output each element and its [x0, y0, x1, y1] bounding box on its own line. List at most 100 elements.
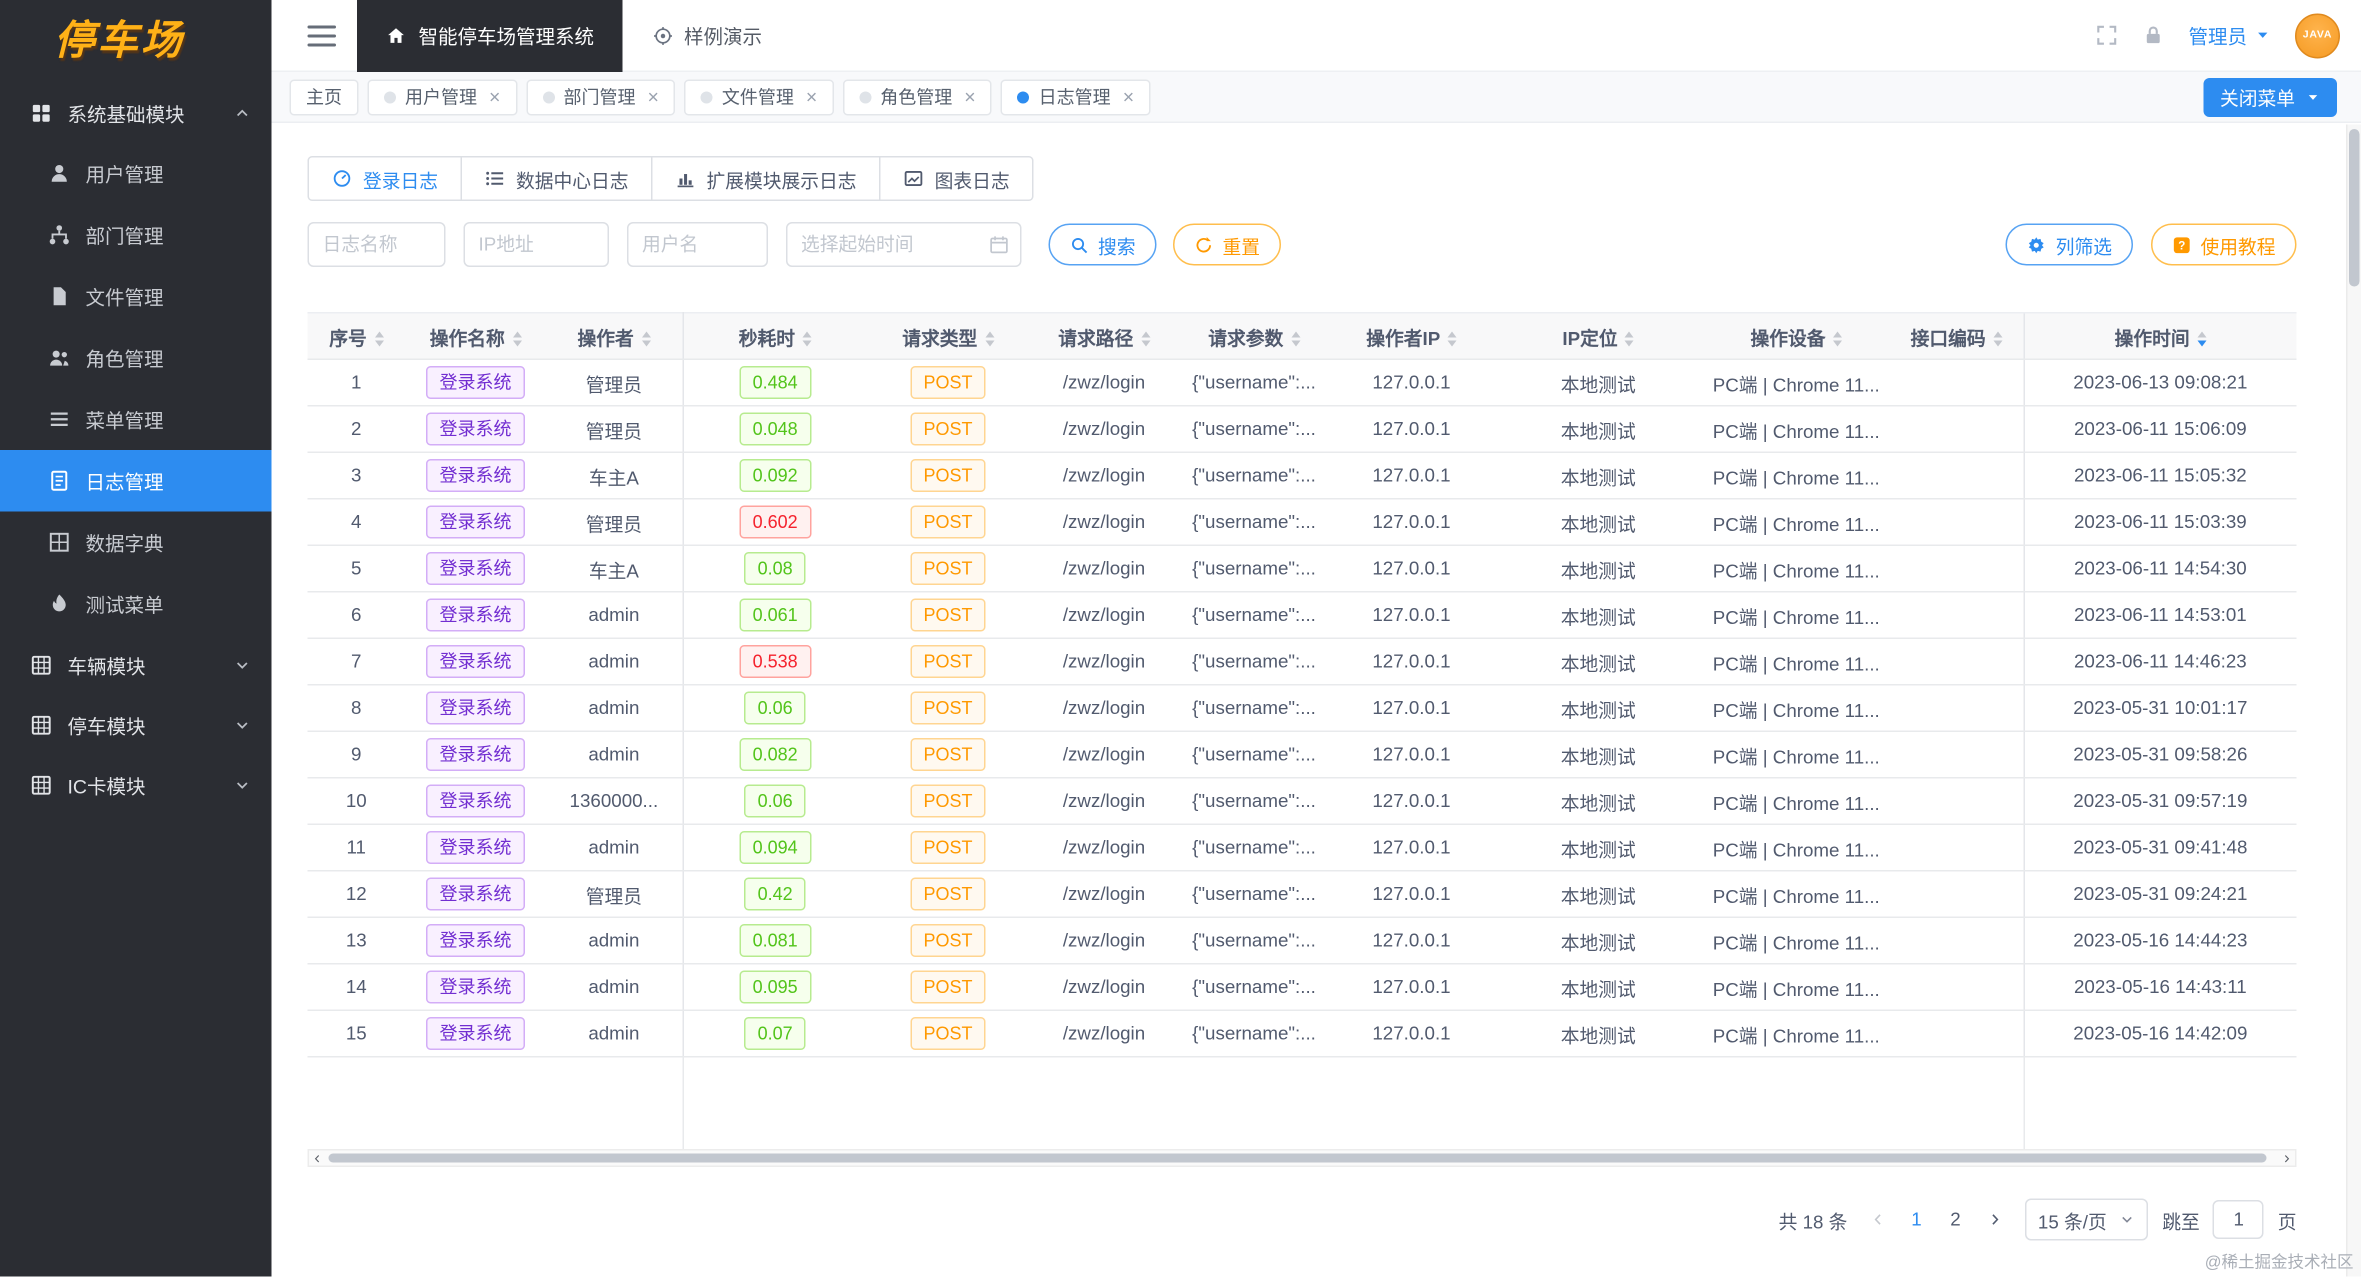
- sort-carets-icon[interactable]: [374, 331, 384, 347]
- lock-icon[interactable]: [2142, 24, 2165, 47]
- tag-nav-tab-2[interactable]: 部门管理 ×: [525, 78, 676, 115]
- scroll-left-arrow-icon[interactable]: [309, 1151, 326, 1166]
- calendar-icon[interactable]: [989, 234, 1010, 255]
- sidebar-item-11[interactable]: IC卡模块: [0, 755, 272, 815]
- cell-path: /zwz/login: [1029, 731, 1179, 779]
- sidebar-item-8[interactable]: 测试菜单: [0, 573, 272, 635]
- cell-operator: admin: [546, 591, 684, 639]
- column-header-8[interactable]: IP定位: [1494, 312, 1703, 360]
- cell-method: POST: [867, 917, 1029, 965]
- tag-nav-tab-3[interactable]: 文件管理 ×: [684, 78, 834, 115]
- column-header-7[interactable]: 操作者IP: [1329, 312, 1494, 360]
- next-page-button[interactable]: [1978, 1202, 2011, 1238]
- tag-nav-tab-4[interactable]: 角色管理 ×: [842, 78, 993, 115]
- scrollbar-track[interactable]: [326, 1151, 2279, 1166]
- sidebar-item-2[interactable]: 部门管理: [0, 204, 272, 266]
- tutorial-button[interactable]: ? 使用教程: [2150, 223, 2297, 266]
- username-input[interactable]: [627, 222, 768, 267]
- reset-button[interactable]: 重置: [1173, 223, 1282, 266]
- sort-carets-icon[interactable]: [2197, 331, 2207, 347]
- sort-carets-icon[interactable]: [512, 331, 522, 347]
- sidebar-item-7[interactable]: 数据字典: [0, 512, 272, 574]
- column-header-5[interactable]: 请求路径: [1029, 312, 1179, 360]
- close-icon[interactable]: ×: [647, 85, 659, 109]
- search-button[interactable]: 搜索: [1048, 223, 1157, 266]
- column-header-10[interactable]: 接口编码: [1890, 312, 2024, 360]
- sort-carets-icon[interactable]: [802, 331, 812, 347]
- sort-carets-icon[interactable]: [1993, 331, 2003, 347]
- sidebar-item-10[interactable]: 停车模块: [0, 695, 272, 755]
- fullscreen-icon[interactable]: [2095, 24, 2118, 47]
- log-tab-2[interactable]: 扩展模块展示日志: [652, 156, 881, 201]
- scrollbar-thumb[interactable]: [328, 1153, 2267, 1163]
- sidebar-item-6[interactable]: 日志管理: [0, 450, 272, 512]
- sidebar-item-9[interactable]: 车辆模块: [0, 635, 272, 695]
- log-name-input[interactable]: [307, 222, 446, 267]
- column-header-3[interactable]: 秒耗时: [682, 312, 867, 360]
- cell-index: 12: [307, 870, 405, 918]
- column-header-6[interactable]: 请求参数: [1179, 312, 1329, 360]
- method-tag: POST: [909, 924, 986, 957]
- sidebar-item-label: IC卡模块: [67, 774, 146, 798]
- tag-nav-tab-5[interactable]: 日志管理 ×: [1001, 78, 1151, 115]
- log-tab-1[interactable]: 数据中心日志: [462, 156, 653, 201]
- sidebar-item-0[interactable]: 系统基础模块: [0, 83, 272, 143]
- close-icon[interactable]: ×: [489, 85, 501, 109]
- tag-nav-tab-0[interactable]: 主页: [289, 78, 359, 115]
- sort-carets-icon[interactable]: [641, 331, 651, 347]
- sort-carets-icon[interactable]: [1140, 331, 1150, 347]
- window-vertical-scrollbar[interactable]: [2346, 124, 2361, 1277]
- sort-carets-icon[interactable]: [1290, 331, 1300, 347]
- close-icon[interactable]: ×: [964, 85, 976, 109]
- log-tab-0[interactable]: 登录日志: [307, 156, 463, 201]
- sidebar-item-label: 车辆模块: [67, 654, 146, 678]
- column-header-0[interactable]: 序号: [307, 312, 405, 360]
- system-home-tab[interactable]: 智能停车场管理系统: [357, 0, 623, 72]
- sort-carets-icon[interactable]: [1625, 331, 1635, 347]
- start-time-input[interactable]: [786, 222, 1022, 267]
- log-tab-3[interactable]: 图表日志: [880, 156, 1034, 201]
- tag-nav-tab-1[interactable]: 用户管理 ×: [367, 78, 517, 115]
- vertical-scrollbar-thumb[interactable]: [2349, 129, 2360, 287]
- log-tab-label: 登录日志: [363, 170, 439, 192]
- ip-input[interactable]: [463, 222, 609, 267]
- start-time-picker: [786, 222, 1022, 267]
- avatar[interactable]: JAVA: [2295, 12, 2340, 58]
- sidebar-item-4[interactable]: 角色管理: [0, 327, 272, 389]
- page-button-2[interactable]: 2: [1950, 1209, 1961, 1230]
- sidebar-item-1[interactable]: 用户管理: [0, 143, 272, 205]
- logo[interactable]: 停车场: [0, 0, 272, 72]
- column-header-11[interactable]: 操作时间: [2022, 312, 2297, 360]
- close-icon[interactable]: ×: [1122, 85, 1135, 109]
- column-header-9[interactable]: 操作设备: [1702, 312, 1890, 360]
- close-icon[interactable]: ×: [805, 85, 818, 109]
- sidebar-item-3[interactable]: 文件管理: [0, 266, 272, 328]
- cell-ip: 127.0.0.1: [1329, 684, 1494, 732]
- close-menu-button[interactable]: 关闭菜单: [2203, 77, 2337, 117]
- jump-page-input[interactable]: [2213, 1200, 2265, 1239]
- table-horizontal-scrollbar[interactable]: [307, 1149, 2297, 1167]
- sort-carets-icon[interactable]: [1833, 331, 1842, 347]
- sort-carets-icon[interactable]: [1447, 331, 1457, 347]
- cell-location: 本地测试: [1494, 1010, 1703, 1058]
- cell-cost: 0.048: [682, 405, 867, 453]
- cell-location: 本地测试: [1494, 591, 1703, 639]
- cell-index: 7: [307, 638, 405, 686]
- column-header-2[interactable]: 操作者: [546, 312, 684, 360]
- demo-tab[interactable]: 样例演示: [623, 0, 793, 71]
- page-size-select[interactable]: 15 条/页: [2024, 1198, 2149, 1241]
- sidebar-item-5[interactable]: 菜单管理: [0, 389, 272, 451]
- user-dropdown[interactable]: 管理员: [2188, 21, 2271, 50]
- column-filter-button[interactable]: 列筛选: [2006, 223, 2133, 266]
- sort-carets-icon[interactable]: [984, 331, 994, 347]
- cell-method: POST: [867, 452, 1029, 500]
- prev-page-button[interactable]: [1861, 1202, 1894, 1238]
- dict-icon: [48, 531, 71, 554]
- menu-toggle-button[interactable]: [307, 24, 336, 46]
- column-label: 操作名称: [429, 327, 505, 349]
- column-header-4[interactable]: 请求类型: [867, 312, 1029, 360]
- page-button-1[interactable]: 1: [1911, 1209, 1922, 1230]
- cell-operation: 登录系统: [405, 917, 546, 965]
- scroll-right-arrow-icon[interactable]: [2279, 1151, 2296, 1166]
- column-header-1[interactable]: 操作名称: [405, 312, 546, 360]
